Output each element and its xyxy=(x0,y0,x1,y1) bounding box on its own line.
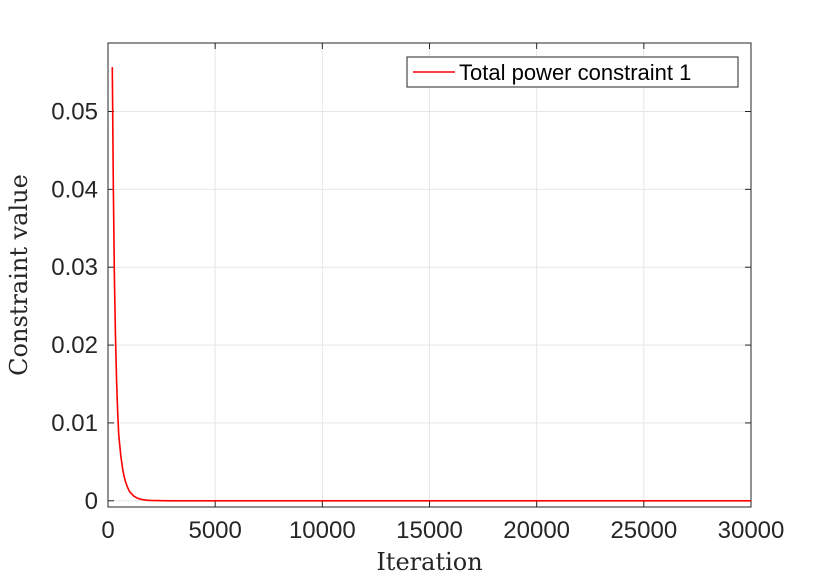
x-tick-label: 0 xyxy=(101,517,114,544)
series-line xyxy=(111,67,751,502)
axes xyxy=(107,42,752,508)
x-axis-label: Iteration xyxy=(376,548,482,576)
y-tick-label: 0.05 xyxy=(51,99,98,126)
legend-entry-label: Total power constraint 1 xyxy=(459,60,691,85)
x-tick-label: 30000 xyxy=(718,517,785,544)
legend-box xyxy=(406,56,739,88)
series-layer xyxy=(111,67,751,502)
legend: Total power constraint 1 xyxy=(406,56,739,88)
tick-labels: 0 5000 10000 15000 20000 25000 30000 0 0.01 0.02 0… xyxy=(51,99,784,544)
x-tick-label: 5000 xyxy=(188,517,241,544)
y-tick-label: 0.02 xyxy=(51,332,98,359)
y-axis-label: Constraint value xyxy=(5,174,33,376)
y-tick-label: 0.03 xyxy=(51,254,98,281)
x-tick-label: 15000 xyxy=(396,517,463,544)
x-tick-label: 25000 xyxy=(610,517,677,544)
y-tick-label: 0 xyxy=(85,488,98,515)
x-tick-label: 10000 xyxy=(289,517,356,544)
grid xyxy=(108,43,751,507)
x-tick-label: 20000 xyxy=(503,517,570,544)
y-tick-label: 0.01 xyxy=(51,410,98,437)
y-tick-label: 0.04 xyxy=(51,176,98,203)
